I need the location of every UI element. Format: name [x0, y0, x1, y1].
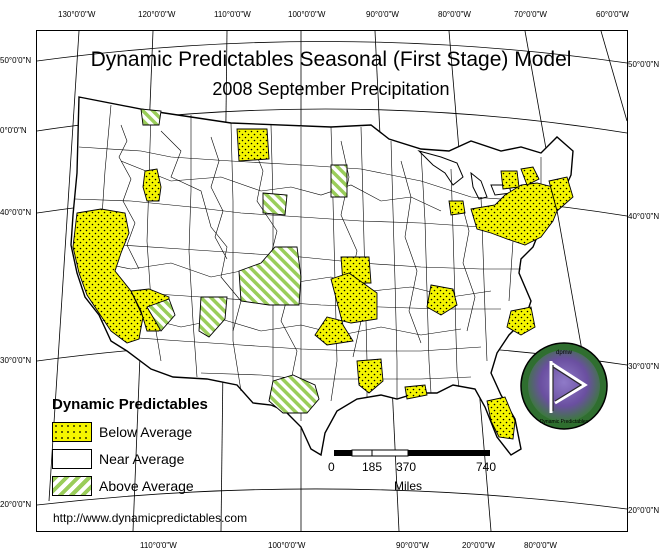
scale-tick-370: 370 — [396, 460, 417, 474]
scale-tick-185: 185 — [362, 460, 383, 474]
scale-unit: Miles — [394, 479, 423, 493]
bottom-tick-label: 80°0'0"W — [524, 541, 557, 550]
dynamic-predictables-logo: dpmw Dynamic Predictables — [520, 342, 608, 430]
idaho-region — [142, 168, 162, 202]
right-tick-label: 50°0'0"N — [628, 60, 660, 69]
below-average-regions — [72, 128, 574, 440]
legend-label-below: Below Average — [99, 424, 193, 440]
legend-label-above: Above Average — [99, 478, 194, 494]
legend-title: Dynamic Predictables — [52, 396, 208, 413]
top-tick-label: 60°0'0"W — [596, 10, 629, 19]
legend-label-near: Near Average — [99, 451, 185, 467]
scale-tick-0: 0 — [328, 460, 335, 474]
us-outline — [70, 96, 574, 457]
top-tick-label: 70°0'0"W — [514, 10, 547, 19]
map-frame — [36, 30, 628, 532]
website-url[interactable]: http://www.dynamicpredictables.com — [53, 511, 248, 525]
map-subtitle: 2008 September Precipitation — [212, 79, 450, 99]
left-tick-label: 40°0'0"N — [0, 208, 32, 217]
colorado-utah-region — [238, 246, 302, 306]
top-tick-label: 120°0'0"W — [138, 10, 176, 19]
top-tick-label: 90°0'0"W — [366, 10, 399, 19]
right-tick-label: 30°0'0"N — [628, 362, 660, 371]
legend-swatch-near — [52, 449, 92, 469]
left-tick-label: 50°0'0"N — [0, 56, 32, 65]
top-tick-label: 130°0'0"W — [58, 10, 96, 19]
dakota-region — [330, 164, 348, 198]
legend-swatch-above — [52, 476, 92, 496]
bottom-tick-label: 90°0'0"W — [396, 541, 429, 550]
bottom-tick-label: 100°0'0"W — [268, 541, 306, 550]
top-tick-label: 100°0'0"W — [288, 10, 326, 19]
nevada-region — [146, 298, 176, 332]
scale-tick-740: 740 — [476, 460, 497, 474]
left-tick-label: 30°0'0"N — [0, 356, 32, 365]
new-england-region — [500, 166, 574, 212]
logo-top-text: dpmw — [556, 350, 573, 356]
missouri-region — [314, 272, 378, 346]
wyoming-region — [262, 192, 288, 216]
bottom-tick-label: 20°0'0"W — [462, 541, 495, 550]
washington-region — [140, 108, 162, 126]
above-average-regions — [140, 108, 348, 414]
top-tick-label: 110°0'0"W — [214, 10, 251, 19]
right-tick-label: 40°0'0"N — [628, 212, 660, 221]
us-map — [37, 31, 627, 531]
california-region — [72, 208, 144, 344]
tennessee-region — [426, 284, 458, 316]
logo-bottom-text: Dynamic Predictables — [540, 419, 589, 425]
texas-region — [268, 374, 320, 414]
ohio-region — [448, 200, 466, 216]
legend-swatch-below — [52, 422, 92, 442]
florida-region — [486, 396, 516, 440]
bottom-tick-label: 110°0'0"W — [140, 541, 177, 550]
scale-bar — [334, 449, 490, 457]
map-title: Dynamic Predictables Seasonal (First Sta… — [90, 48, 572, 71]
carolina-region — [506, 306, 536, 336]
right-tick-label: 20°0'0"N — [628, 506, 660, 515]
montana-region — [236, 128, 270, 162]
arkansas-region — [356, 358, 384, 394]
arizona-region — [198, 296, 228, 338]
georgia-region — [404, 384, 428, 400]
left-tick-label: 0°0'0"N — [0, 126, 27, 135]
top-tick-label: 80°0'0"W — [438, 10, 471, 19]
left-tick-label: 20°0'0"N — [0, 500, 32, 509]
